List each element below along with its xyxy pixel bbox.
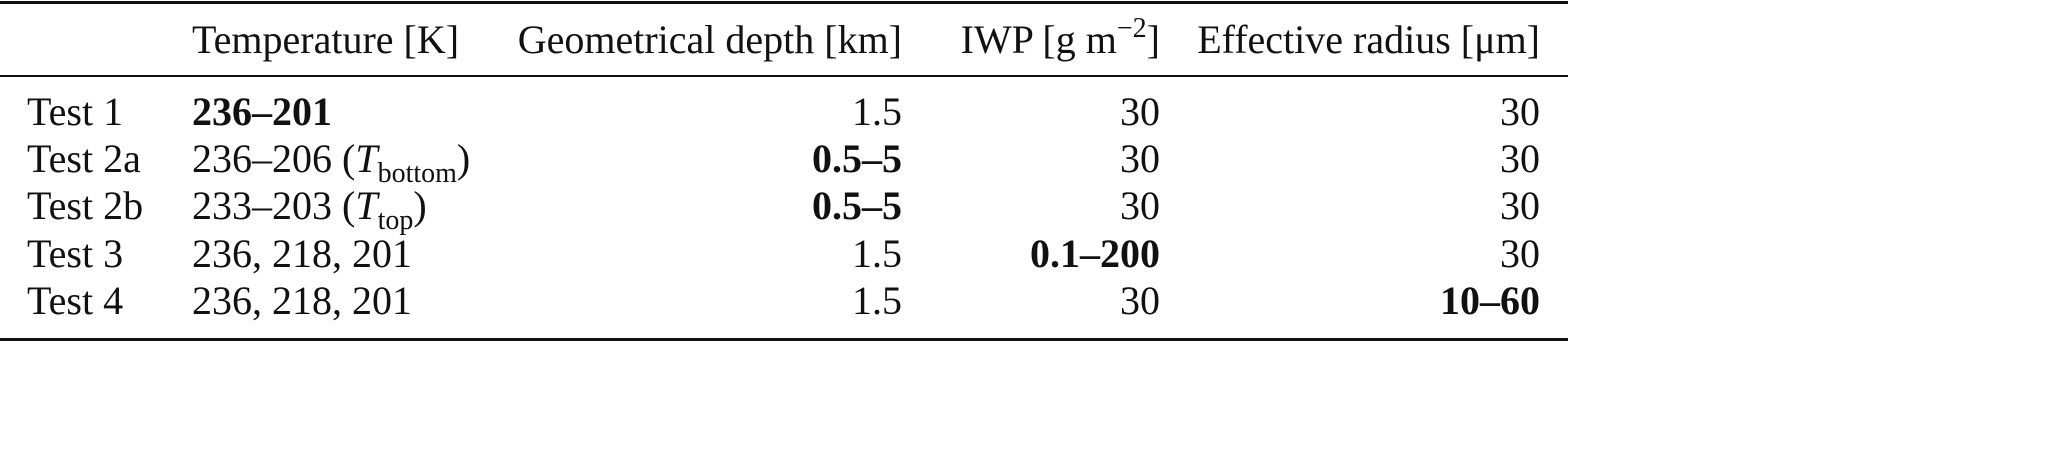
cell-text: 30 <box>1120 89 1160 134</box>
cell-text: 1.5 <box>852 231 902 276</box>
row-cell: 236–201 <box>192 88 332 136</box>
row-cell: Test 2b <box>27 182 143 230</box>
cell-text: Test 1 <box>27 89 124 134</box>
row-cell: 1.5 <box>852 88 902 136</box>
cell-text-sub: bottom <box>377 158 457 189</box>
cell-text: Temperature [K] <box>192 17 460 62</box>
cell-text: 30 <box>1120 183 1160 228</box>
row-cell: 236–206 (Tbottom) <box>192 135 471 188</box>
header-cell: Geometrical depth [km] <box>518 16 902 64</box>
top-rule <box>0 1 1568 4</box>
cell-text-italic: T <box>355 136 378 181</box>
cell-text: IWP [g m <box>960 17 1117 62</box>
cell-text: Geometrical depth [km] <box>517 17 902 62</box>
row-cell: 30 <box>1120 277 1160 325</box>
header-cell: IWP [g m−2] <box>960 13 1160 64</box>
cell-text: Test 2b <box>27 183 144 228</box>
row-cell: 30 <box>1120 182 1160 230</box>
cell-text: ) <box>456 136 471 181</box>
cell-text: Test 2a <box>27 136 141 181</box>
row-cell: Test 1 <box>27 88 123 136</box>
cell-text-bold: 0.5–5 <box>812 183 902 228</box>
cell-text-bold: 0.1–200 <box>1030 231 1160 276</box>
cell-text-italic: T <box>355 183 378 228</box>
row-cell: 236, 218, 201 <box>192 230 412 278</box>
cell-text: 30 <box>1500 89 1540 134</box>
bottom-rule <box>0 338 1568 341</box>
cell-text: 30 <box>1120 136 1160 181</box>
row-cell: 30 <box>1120 88 1160 136</box>
cell-text: 236, 218, 201 <box>192 231 412 276</box>
header-rule <box>0 75 1568 77</box>
cell-text-sub: top <box>377 205 414 236</box>
cell-text: 30 <box>1120 278 1160 323</box>
cell-text-sup: −2 <box>1116 13 1147 44</box>
header-cell: Effective radius [μm] <box>1197 16 1540 64</box>
row-cell: 0.1–200 <box>1030 230 1160 278</box>
row-cell: 30 <box>1500 182 1540 230</box>
cell-text-bold: 236–201 <box>192 89 332 134</box>
row-cell: 0.5–5 <box>812 135 902 183</box>
cell-text: 1.5 <box>852 278 902 323</box>
cell-text: 30 <box>1500 136 1540 181</box>
cell-text: 236, 218, 201 <box>192 278 412 323</box>
row-cell: 10–60 <box>1440 277 1540 325</box>
cell-text: 1.5 <box>852 89 902 134</box>
row-cell: 0.5–5 <box>812 182 902 230</box>
row-cell: 1.5 <box>852 277 902 325</box>
row-cell: 30 <box>1500 135 1540 183</box>
cell-text-bold: 0.5–5 <box>812 136 902 181</box>
cell-text: 236–206 ( <box>192 136 356 181</box>
row-cell: 236, 218, 201 <box>192 277 412 325</box>
row-cell: Test 2a <box>27 135 141 183</box>
row-cell: Test 3 <box>27 230 123 278</box>
cell-text: Test 3 <box>27 231 124 276</box>
cell-text: 30 <box>1500 183 1540 228</box>
cell-text-bold: 10–60 <box>1440 278 1540 323</box>
cell-text: ] <box>1146 17 1160 62</box>
row-cell: 233–203 (Ttop) <box>192 182 427 235</box>
cell-text: Test 4 <box>27 278 124 323</box>
cell-text: 30 <box>1500 231 1540 276</box>
row-cell: 30 <box>1500 88 1540 136</box>
row-cell: 30 <box>1500 230 1540 278</box>
row-cell: Test 4 <box>27 277 123 325</box>
header-cell: Temperature [K] <box>192 16 459 64</box>
row-cell: 30 <box>1120 135 1160 183</box>
row-cell: 1.5 <box>852 230 902 278</box>
cell-text: ) <box>413 183 427 228</box>
cell-text: Effective radius [μm] <box>1197 17 1540 62</box>
cell-text: 233–203 ( <box>192 183 356 228</box>
